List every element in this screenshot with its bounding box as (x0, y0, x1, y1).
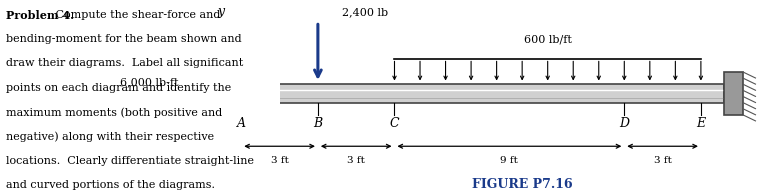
Text: draw their diagrams.  Label all significant: draw their diagrams. Label all significa… (5, 58, 243, 68)
Text: maximum moments (both positive and: maximum moments (both positive and (5, 107, 222, 118)
Bar (230, 84, 724, 103)
Text: 9 ft: 9 ft (500, 156, 519, 165)
Text: y: y (217, 5, 224, 18)
Text: 2,400 lb: 2,400 lb (342, 8, 388, 18)
Text: Problem 4.: Problem 4. (5, 10, 74, 21)
Text: points on each diagram and identify the: points on each diagram and identify the (5, 83, 231, 93)
Text: FIGURE P7.16: FIGURE P7.16 (473, 178, 573, 191)
Text: 3 ft: 3 ft (347, 156, 365, 165)
Text: D: D (619, 117, 630, 130)
Text: C: C (390, 117, 399, 130)
Text: 3 ft: 3 ft (653, 156, 672, 165)
Text: and curved portions of the diagrams.: and curved portions of the diagrams. (5, 180, 214, 190)
Text: 3 ft: 3 ft (270, 156, 289, 165)
Text: locations.  Clearly differentiate straight-line: locations. Clearly differentiate straigh… (5, 156, 254, 166)
Text: Compute the shear-force and: Compute the shear-force and (52, 10, 220, 20)
Bar (724, 72, 743, 115)
Text: 600 lb/ft: 600 lb/ft (524, 35, 571, 45)
Text: 6,000 lb-ft: 6,000 lb-ft (119, 77, 178, 87)
Text: B: B (313, 117, 322, 130)
Text: A: A (237, 117, 246, 130)
Text: negative) along with their respective: negative) along with their respective (5, 132, 214, 142)
Text: bending-moment for the beam shown and: bending-moment for the beam shown and (5, 34, 241, 44)
Text: E: E (696, 117, 705, 130)
